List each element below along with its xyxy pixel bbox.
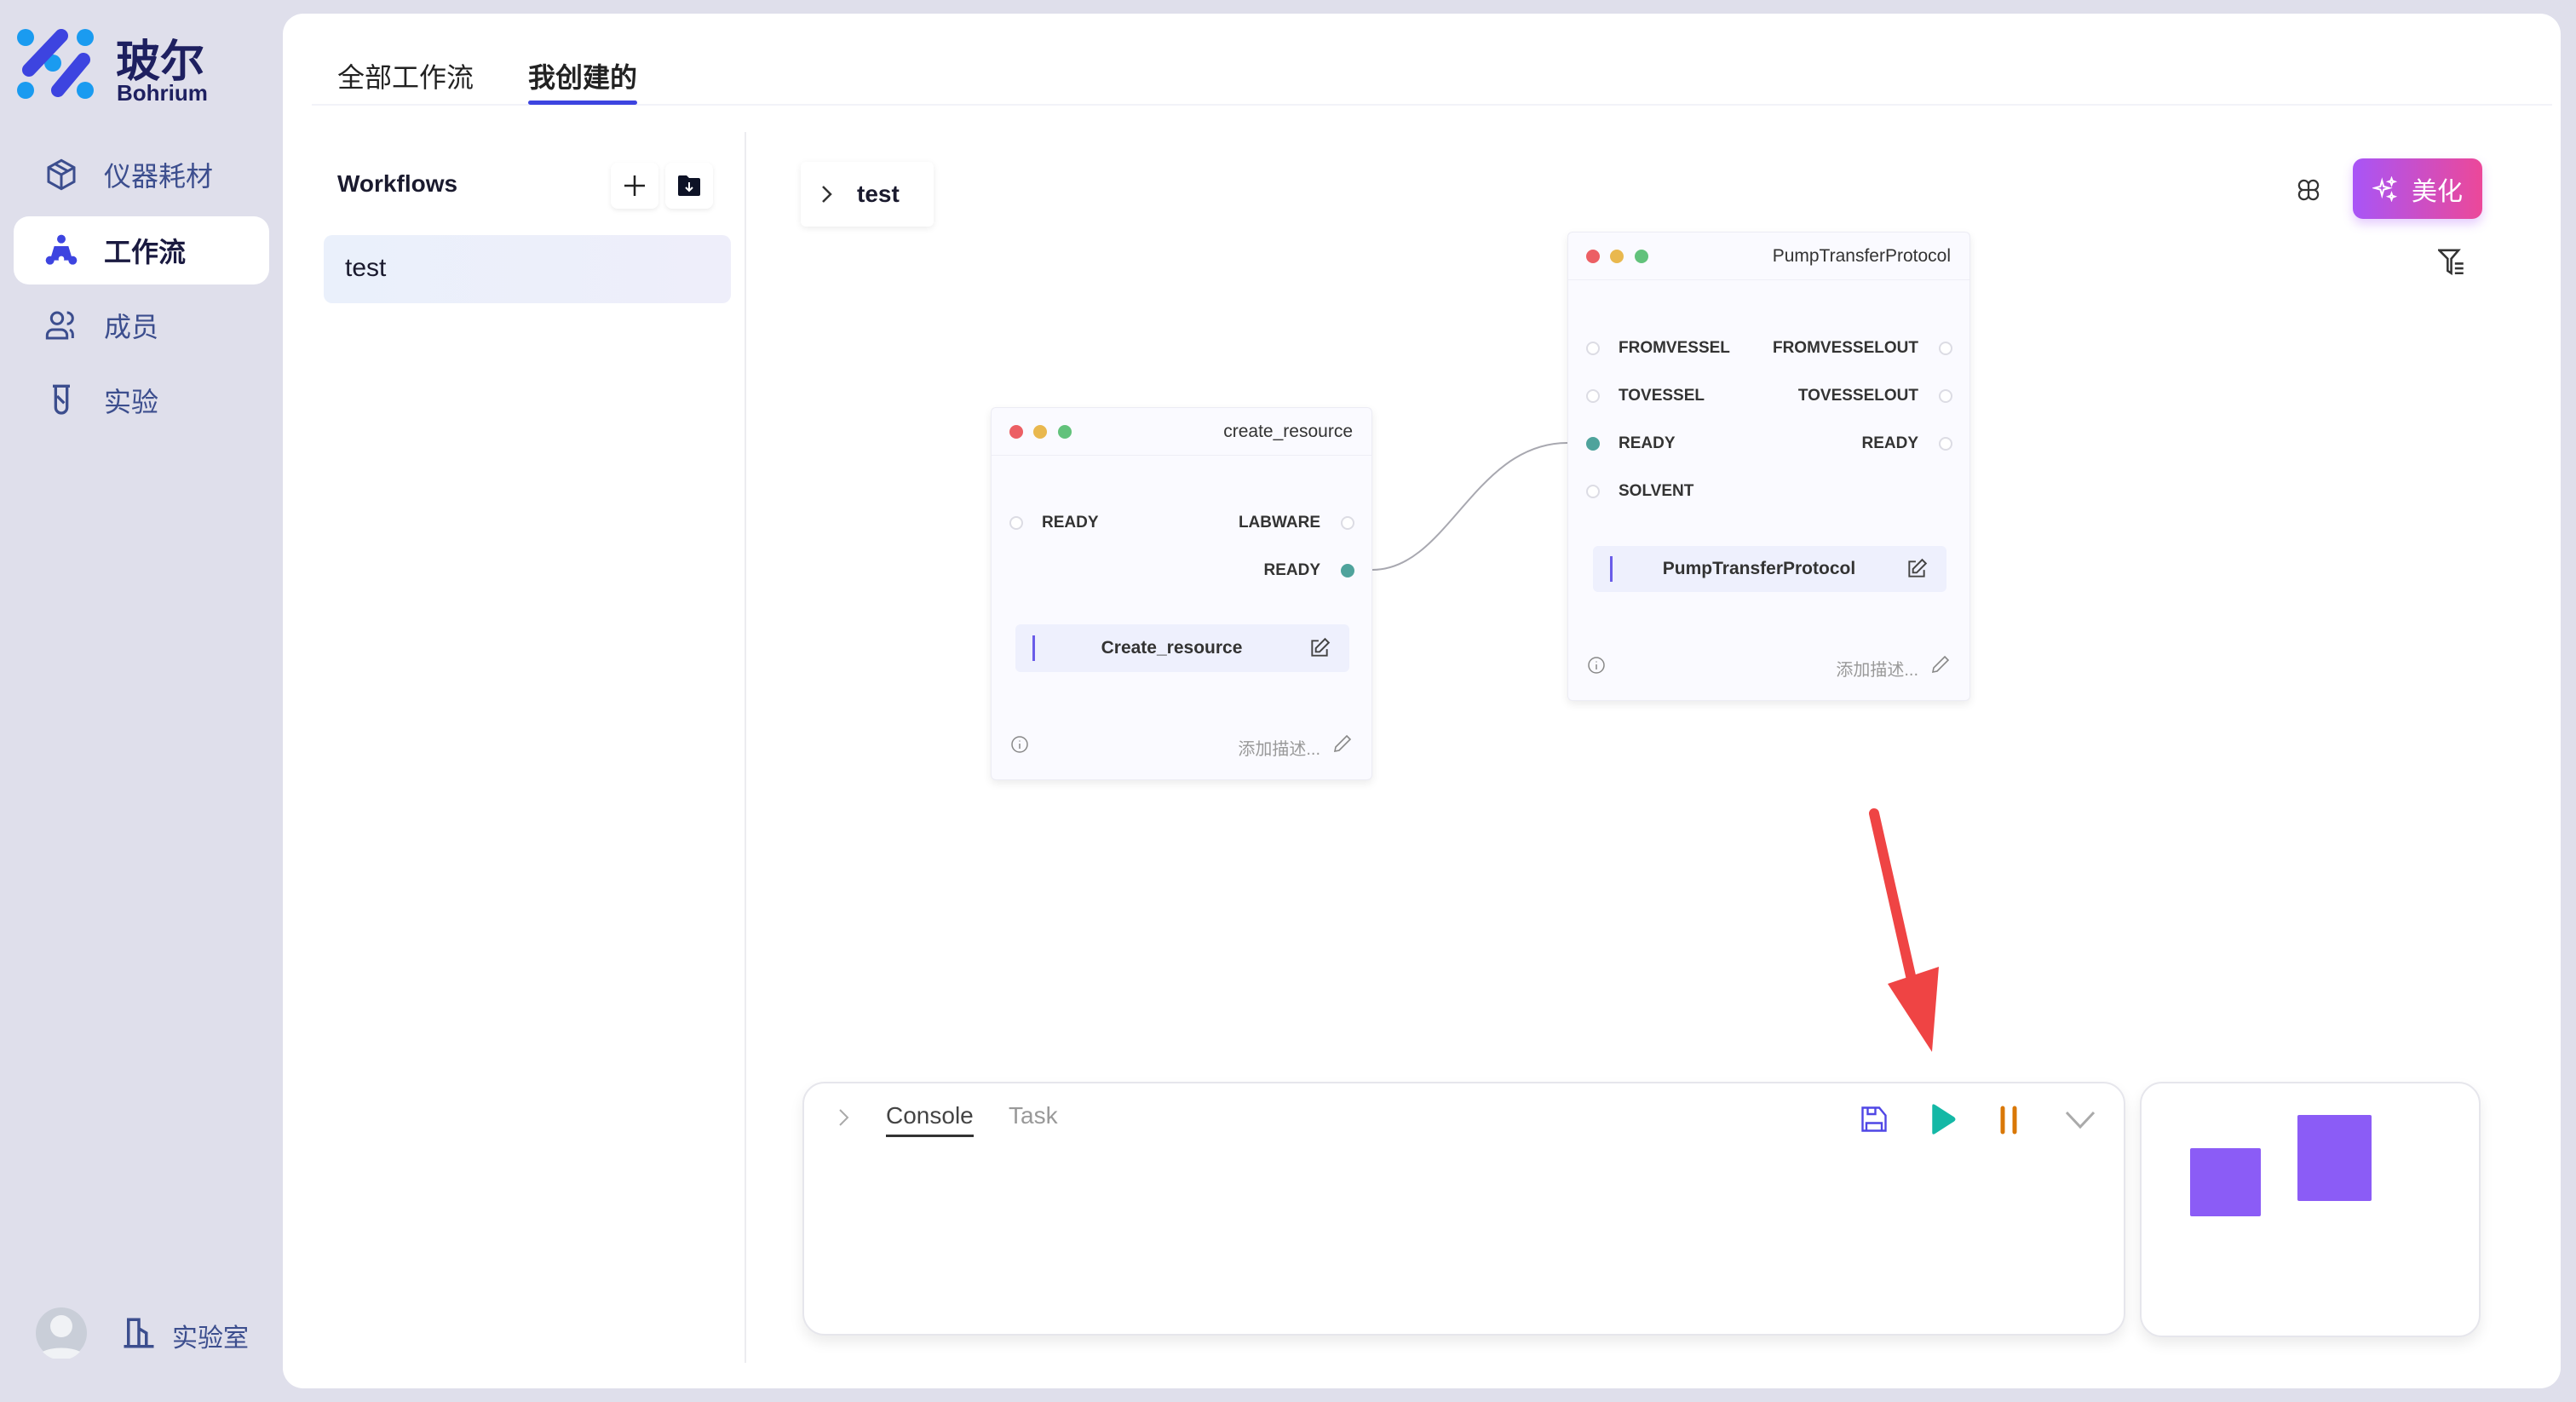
active-tab-indicator (528, 101, 637, 105)
sidebar-item-label: 仪器耗材 (104, 161, 214, 192)
info-icon[interactable] (1010, 735, 1029, 754)
maximize-dot-icon[interactable] (1058, 425, 1072, 439)
workflows-title: Workflows (337, 170, 458, 197)
output-port[interactable] (1939, 437, 1952, 451)
maximize-dot-icon[interactable] (1635, 250, 1648, 263)
tab-my-workflows[interactable]: 我创建的 (528, 62, 638, 93)
plus-icon (624, 175, 645, 196)
chevron-down-icon[interactable] (2065, 1111, 2096, 1129)
cube-icon (43, 156, 80, 193)
tab-task[interactable]: Task (1009, 1102, 1058, 1129)
tab-console[interactable]: Console (886, 1102, 974, 1137)
input-port-connected[interactable] (1586, 437, 1600, 451)
pause-icon[interactable] (1998, 1106, 2019, 1135)
lab-switcher[interactable]: 实验室 (121, 1315, 249, 1355)
input-port[interactable] (1586, 485, 1600, 498)
output-port[interactable] (1939, 389, 1952, 403)
edit-icon[interactable] (1906, 558, 1928, 580)
workflow-item-label: test (345, 254, 387, 282)
save-icon[interactable] (1859, 1104, 1889, 1135)
workflow-list-item[interactable]: test (324, 235, 731, 303)
filter-list-icon[interactable] (2438, 249, 2467, 276)
node-pump-transfer-protocol[interactable]: PumpTransferProtocol FROMVESSEL TOVESSEL… (1567, 232, 1970, 701)
bohrium-logo-icon (17, 29, 94, 99)
output-port-label: READY (1263, 561, 1320, 579)
input-port-label: READY (1619, 434, 1676, 452)
input-port-label: READY (1042, 514, 1099, 531)
output-port-label: LABWARE (1238, 514, 1320, 531)
building-icon (121, 1315, 157, 1355)
tabs-divider (312, 104, 2552, 106)
output-port-label: TOVESSELOUT (1797, 387, 1918, 405)
output-port-connected[interactable] (1341, 564, 1354, 577)
add-workflow-button[interactable] (611, 163, 658, 209)
node-create-resource[interactable]: create_resource READY LABWARE READY Crea… (991, 407, 1372, 780)
sidebar-item-workflow[interactable]: 工作流 (14, 216, 269, 284)
test-tube-icon (43, 382, 80, 419)
beautify-label: 美化 (2412, 177, 2463, 206)
close-dot-icon[interactable] (1586, 250, 1600, 263)
minimap-node (2190, 1148, 2261, 1216)
node-title: create_resource (1223, 422, 1353, 441)
info-icon[interactable] (1587, 656, 1606, 675)
description-placeholder[interactable]: 添加描述... (1238, 740, 1320, 759)
play-icon[interactable] (1927, 1102, 1959, 1136)
node-name-box[interactable]: Create_resource (1015, 624, 1349, 672)
folder-download-icon (678, 175, 700, 196)
close-dot-icon[interactable] (1009, 425, 1023, 439)
input-port[interactable] (1009, 516, 1023, 530)
avatar[interactable] (36, 1307, 87, 1359)
pencil-icon[interactable] (1930, 654, 1951, 675)
chevron-right-icon[interactable] (838, 1107, 850, 1128)
sidebar-item-label: 工作流 (104, 237, 187, 267)
output-port[interactable] (1341, 516, 1354, 530)
sidebar-item-members[interactable]: 成员 (14, 291, 269, 359)
lab-label: 实验室 (172, 1324, 249, 1353)
minimize-dot-icon[interactable] (1610, 250, 1624, 263)
output-port-label: READY (1861, 434, 1918, 452)
breadcrumb-label: test (857, 181, 900, 207)
annotation-arrow-icon (1869, 808, 1939, 1052)
minimap-node (2297, 1115, 2372, 1201)
input-port-label: SOLVENT (1619, 482, 1694, 500)
pencil-icon[interactable] (1332, 733, 1353, 754)
import-workflow-button[interactable] (665, 163, 713, 209)
sidebar-item-experiments[interactable]: 实验 (14, 366, 269, 434)
input-port[interactable] (1586, 389, 1600, 403)
node-name-box[interactable]: PumpTransferProtocol (1593, 546, 1946, 592)
input-port[interactable] (1586, 342, 1600, 355)
node-name: PumpTransferProtocol (1662, 559, 1856, 578)
breadcrumb[interactable]: test (801, 162, 934, 227)
input-port-label: TOVESSEL (1619, 387, 1705, 405)
beautify-button[interactable]: 美化 (2353, 158, 2482, 219)
description-placeholder[interactable]: 添加描述... (1836, 661, 1918, 680)
minimap[interactable] (2140, 1082, 2481, 1337)
output-port[interactable] (1939, 342, 1952, 355)
node-title: PumpTransferProtocol (1772, 246, 1951, 266)
console-panel: Console Task (802, 1082, 2125, 1336)
workflow-icon (43, 232, 80, 269)
tab-all-workflows[interactable]: 全部工作流 (337, 62, 474, 93)
node-header[interactable]: create_resource (992, 408, 1371, 456)
chevron-right-icon (822, 186, 832, 203)
sidebar-item-instruments[interactable]: 仪器耗材 (14, 141, 269, 209)
layout-grid-icon[interactable] (2294, 175, 2323, 204)
edit-icon[interactable] (1308, 637, 1331, 659)
minimize-dot-icon[interactable] (1033, 425, 1047, 439)
node-header[interactable]: PumpTransferProtocol (1568, 233, 1969, 280)
input-port-label: FROMVESSEL (1619, 339, 1730, 357)
users-icon (43, 307, 80, 344)
sparkles-icon (2372, 175, 2398, 202)
sidebar-item-label: 实验 (104, 387, 159, 417)
brand-name-cn: 玻尔 (116, 37, 205, 87)
sidebar-item-label: 成员 (104, 312, 159, 342)
output-port-label: FROMVESSELOUT (1772, 339, 1918, 357)
brand-name-en: Bohrium (117, 80, 208, 106)
node-name: Create_resource (1101, 638, 1243, 658)
panel-divider (745, 132, 746, 1363)
